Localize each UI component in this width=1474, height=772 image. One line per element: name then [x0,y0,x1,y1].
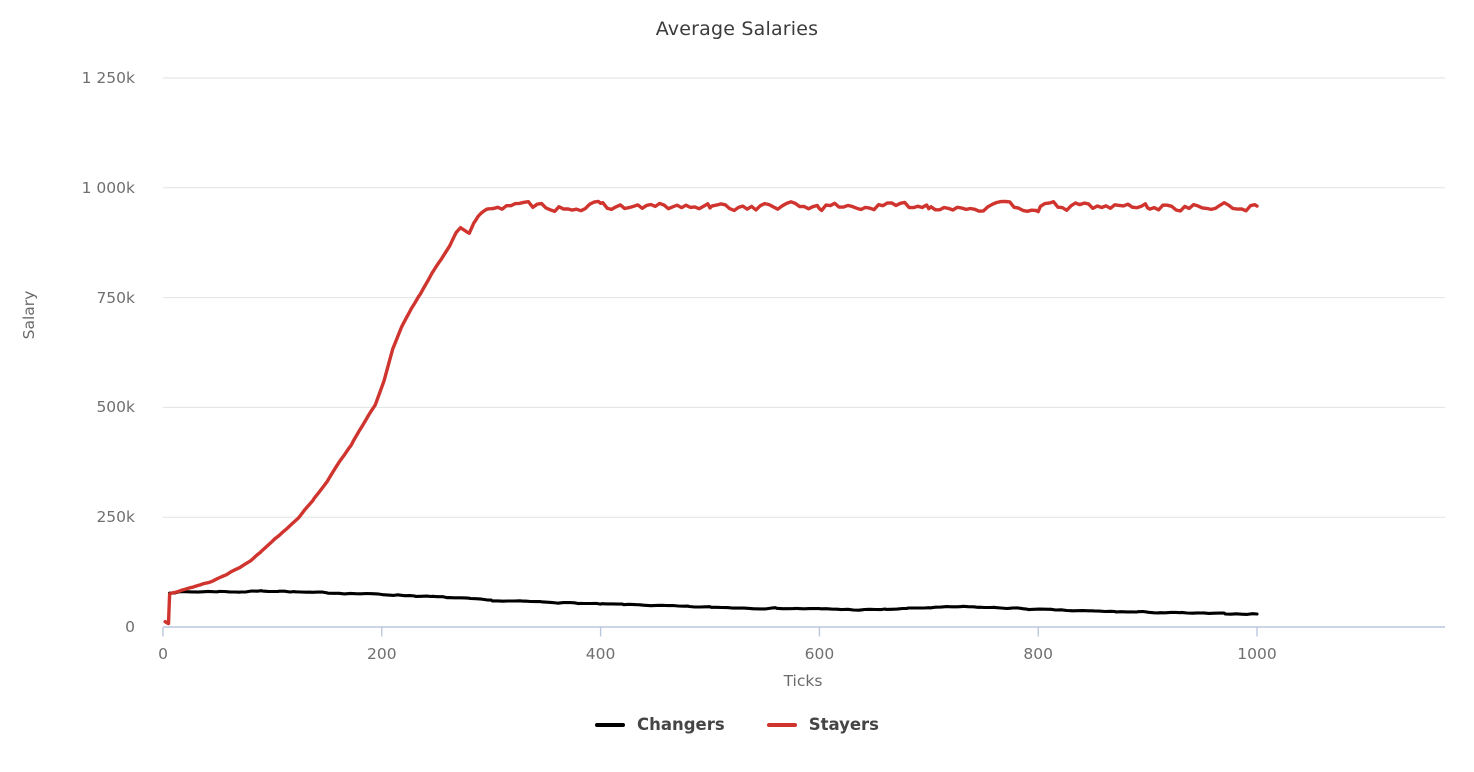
x-tick-label-0: 0 [158,645,168,663]
legend-label-stayers: Stayers [808,715,879,734]
x-tick-label-1000: 1000 [1237,645,1277,663]
y-tick-label-1250: 1 250k [81,69,135,87]
legend-line-marker-changers-icon [594,722,625,727]
series-line-changers [168,589,1259,616]
x-tick-label-600: 600 [804,645,835,663]
legend: Changers Stayers [0,715,1474,734]
legend-item-changers[interactable]: Changers [594,715,725,734]
legend-line-marker-stayers-icon [766,722,797,727]
y-tick-label-500: 500k [96,398,135,417]
y-tick-label-0: 0 [125,618,135,636]
chart-title: Average Salaries [655,18,819,40]
x-tick-label-800: 800 [1023,645,1053,663]
legend-item-stayers[interactable]: Stayers [766,715,879,734]
y-tick-label-750: 750k [96,288,135,307]
legend-label-changers: Changers [636,715,725,734]
series-line-stayers [163,199,1259,626]
y-tick-label-1000: 1 000k [81,178,135,197]
x-axis-title: Ticks [783,672,823,690]
x-tick-label-400: 400 [585,645,616,663]
y-tick-label-250: 250k [96,508,135,527]
x-tick-label-200: 200 [367,645,397,663]
